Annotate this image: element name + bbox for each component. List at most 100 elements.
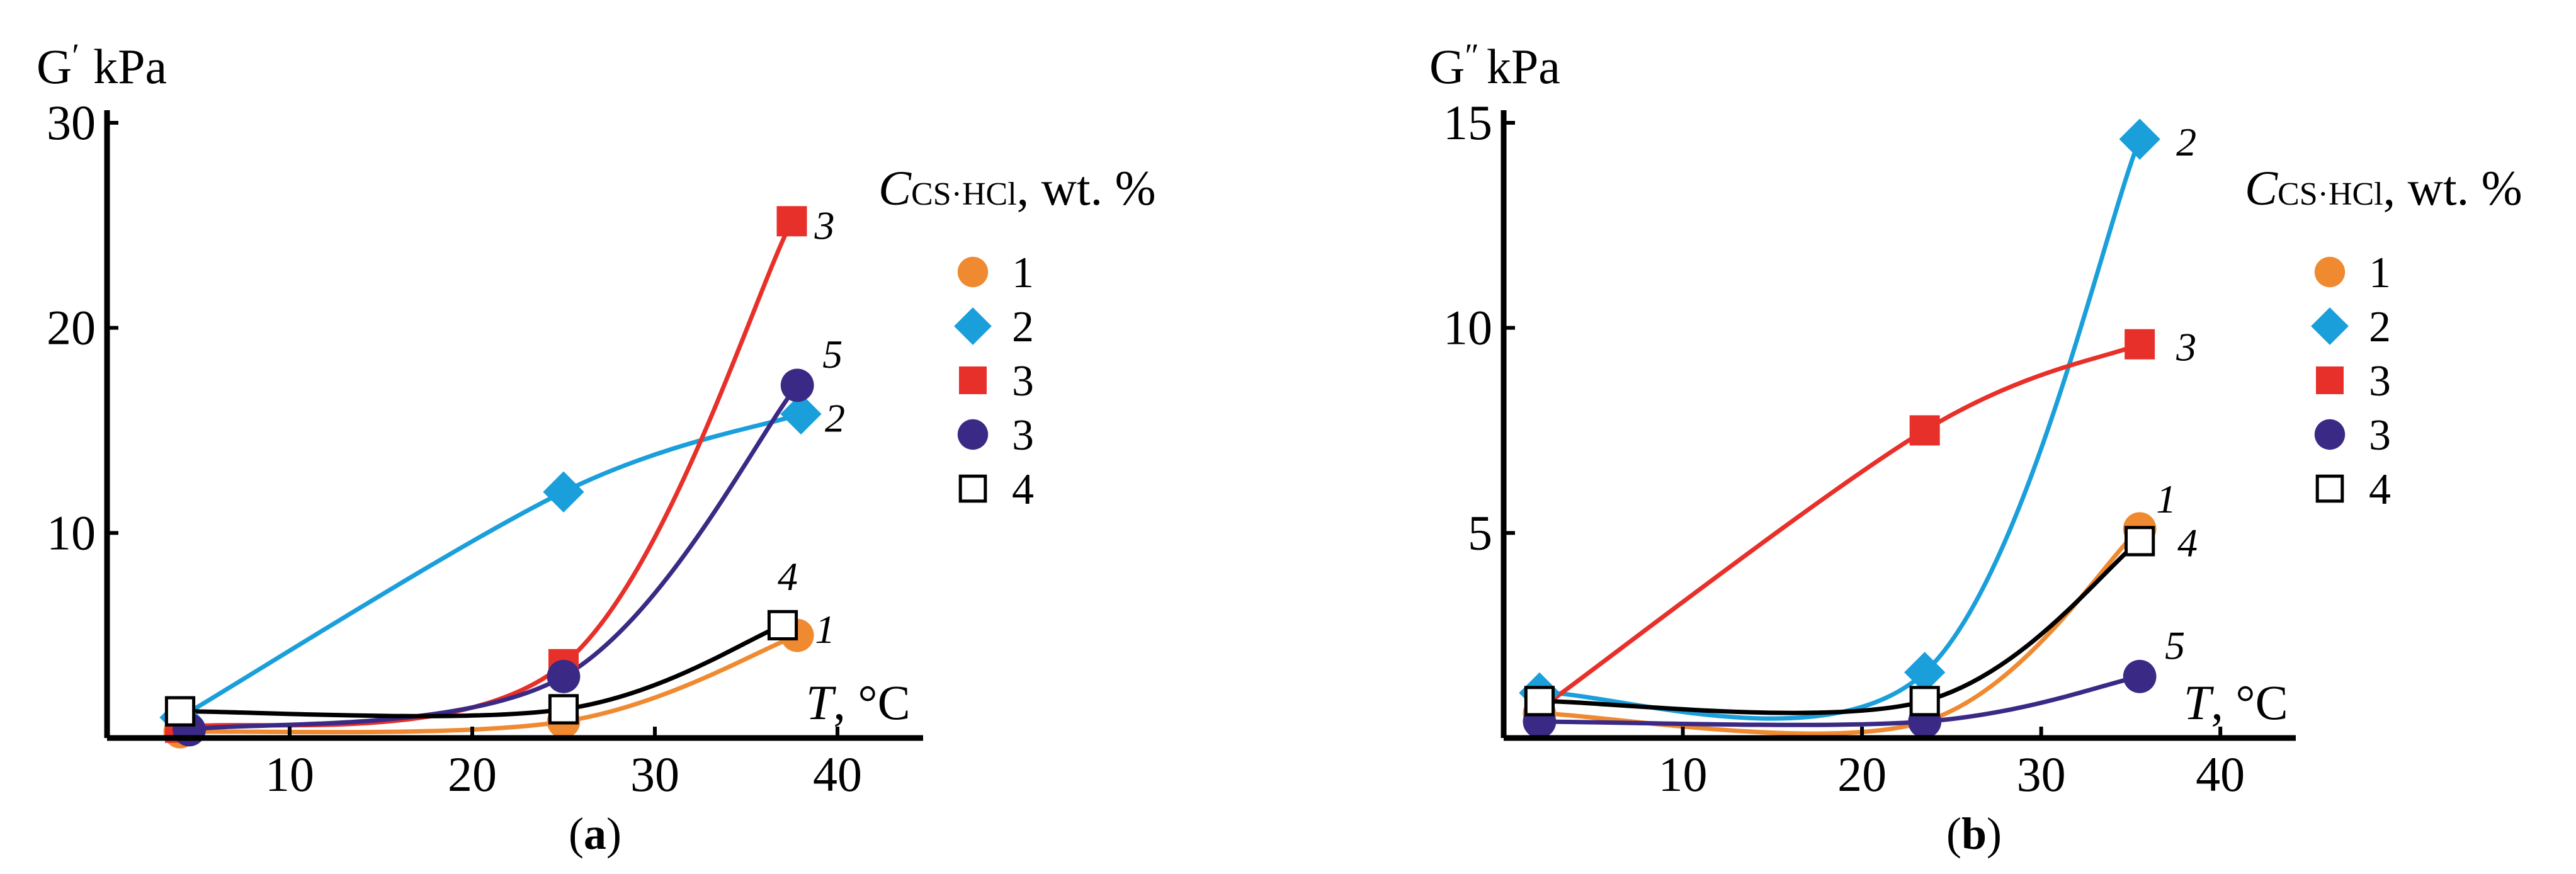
y-tick-label: 15 — [1443, 95, 1492, 150]
legend-marker-s2 — [2311, 307, 2349, 345]
plot-a: 1 2 3 5 4 — [159, 203, 845, 749]
data-point-s4 — [548, 694, 579, 725]
x-ticks-a: 10 20 30 40 — [265, 727, 862, 802]
data-point-s3 — [2125, 329, 2155, 360]
series-line-s2 — [178, 411, 803, 720]
curves-a — [178, 219, 803, 735]
legend-marker-s5 — [957, 419, 989, 450]
series-line-s4 — [178, 623, 785, 718]
legend-item: 4 — [958, 465, 1034, 514]
series-line-s3 — [1537, 342, 2142, 712]
y-tick-label: 20 — [47, 300, 96, 355]
data-point-s5 — [780, 368, 814, 402]
series-line-s1 — [178, 633, 800, 735]
legend-item: 2 — [954, 303, 1034, 351]
legend-marker-s4 — [2315, 474, 2344, 503]
x-tick-label: 20 — [1837, 747, 1887, 802]
y-axis-label-b: G″ kPa — [1429, 37, 1560, 94]
legend-marker-s4 — [958, 474, 987, 503]
legend-marker-s3 — [959, 366, 987, 394]
markers-a: 1 2 3 5 4 — [159, 203, 845, 749]
legend-title-a: CCS·HCl, wt. % — [878, 161, 1156, 215]
x-tick-label: 40 — [2196, 747, 2245, 802]
curve-label-s3: 3 — [814, 203, 835, 247]
legend-marker-s2 — [954, 307, 992, 345]
panel-label-b: (b) — [1946, 809, 2002, 859]
legend-label: 1 — [1012, 249, 1034, 297]
legend-label: 4 — [2369, 465, 2391, 514]
legend-item: 2 — [2311, 303, 2391, 351]
legend-item: 1 — [2314, 249, 2391, 297]
legend-b: CCS·HCl, wt. % 1 2 3 3 4 — [2245, 161, 2522, 514]
x-tick-label: 30 — [2017, 747, 2066, 802]
markers-b: 1 2 3 5 4 — [1519, 118, 2198, 739]
y-tick-label: 10 — [47, 505, 96, 560]
panel-label-a: (a) — [569, 809, 621, 859]
x-axis-label-b: T, °C — [2184, 675, 2288, 730]
legend-item: 4 — [2315, 465, 2391, 514]
series-line-s5 — [1537, 674, 2142, 727]
y-tick-label: 5 — [1468, 505, 1492, 560]
x-tick-label: 30 — [630, 747, 679, 802]
legend-label: 4 — [1012, 465, 1034, 514]
legend-item: 3 — [959, 357, 1034, 406]
curve-label-s3: 3 — [2176, 325, 2196, 370]
y-tick-label: 30 — [47, 95, 96, 150]
legend-marker-s1 — [957, 256, 989, 288]
legend-item: 3 — [2314, 411, 2391, 460]
data-point-s2 — [780, 393, 822, 435]
x-tick-label: 40 — [813, 747, 862, 802]
legend-label: 3 — [2369, 357, 2391, 406]
data-point-s4 — [164, 696, 196, 727]
data-point-s2 — [543, 471, 584, 513]
data-point-s4 — [1909, 686, 1940, 717]
y-tick-label: 10 — [1443, 300, 1492, 355]
data-point-s4 — [1524, 686, 1555, 717]
x-ticks-b: 10 20 30 40 — [1659, 727, 2245, 802]
x-axis-label-a: T, °C — [806, 675, 911, 730]
plot-b: 1 2 3 5 4 — [1519, 118, 2198, 739]
x-tick-label: 20 — [448, 747, 497, 802]
data-point-s4 — [2125, 526, 2155, 557]
y-ticks-b: 5 10 15 — [1443, 95, 1515, 560]
curve-label-s2: 2 — [825, 395, 845, 440]
curve-label-s1: 1 — [2156, 477, 2176, 521]
curve-label-s5: 5 — [2165, 623, 2185, 667]
legend-a: CCS·HCl, wt. % 1 2 3 3 4 — [878, 161, 1156, 514]
series-line-s4 — [1537, 538, 2142, 715]
curve-label-s4: 4 — [778, 554, 798, 599]
data-point-s2 — [2119, 118, 2160, 160]
legend-items-a: 1 2 3 3 4 — [954, 249, 1034, 514]
legend-item: 1 — [957, 249, 1034, 297]
legend-label: 2 — [2369, 303, 2391, 351]
curve-label-s1: 1 — [815, 607, 835, 652]
legend-item: 3 — [957, 411, 1034, 460]
y-ticks-a: 10 20 30 — [47, 95, 118, 560]
panel-a: 1 2 3 5 4 10 20 30 40 10 20 30 G′ kPa T, °C CCS·HC… — [37, 37, 1156, 859]
data-point-s4 — [767, 610, 798, 640]
data-point-s5 — [2123, 659, 2157, 693]
curve-label-s5: 5 — [822, 332, 843, 377]
y-axis-label-a: G′ kPa — [37, 37, 167, 94]
legend-item: 3 — [2316, 357, 2391, 406]
legend-label: 3 — [1012, 411, 1034, 460]
panel-b: 1 2 3 5 4 10 20 30 40 5 10 15 G″ kPa T, °C CCS·HCl… — [1429, 37, 2522, 859]
data-point-s5 — [547, 659, 581, 693]
legend-items-b: 1 2 3 3 4 — [2311, 249, 2391, 514]
curve-label-s2: 2 — [2176, 120, 2196, 164]
series-line-s3 — [178, 219, 794, 730]
data-point-s3 — [1909, 415, 1940, 446]
legend-label: 3 — [1012, 357, 1034, 406]
legend-title-b: CCS·HCl, wt. % — [2245, 161, 2522, 215]
legend-label: 2 — [1012, 303, 1034, 351]
data-point-s3 — [776, 206, 807, 237]
legend-marker-s3 — [2316, 366, 2344, 394]
curves-b — [1537, 137, 2142, 736]
legend-marker-s5 — [2314, 419, 2346, 450]
legend-marker-s1 — [2314, 256, 2346, 288]
x-tick-label: 10 — [1659, 747, 1708, 802]
data-point-s2 — [1904, 652, 1946, 693]
curve-label-s4: 4 — [2177, 520, 2198, 565]
legend-label: 1 — [2369, 249, 2391, 297]
